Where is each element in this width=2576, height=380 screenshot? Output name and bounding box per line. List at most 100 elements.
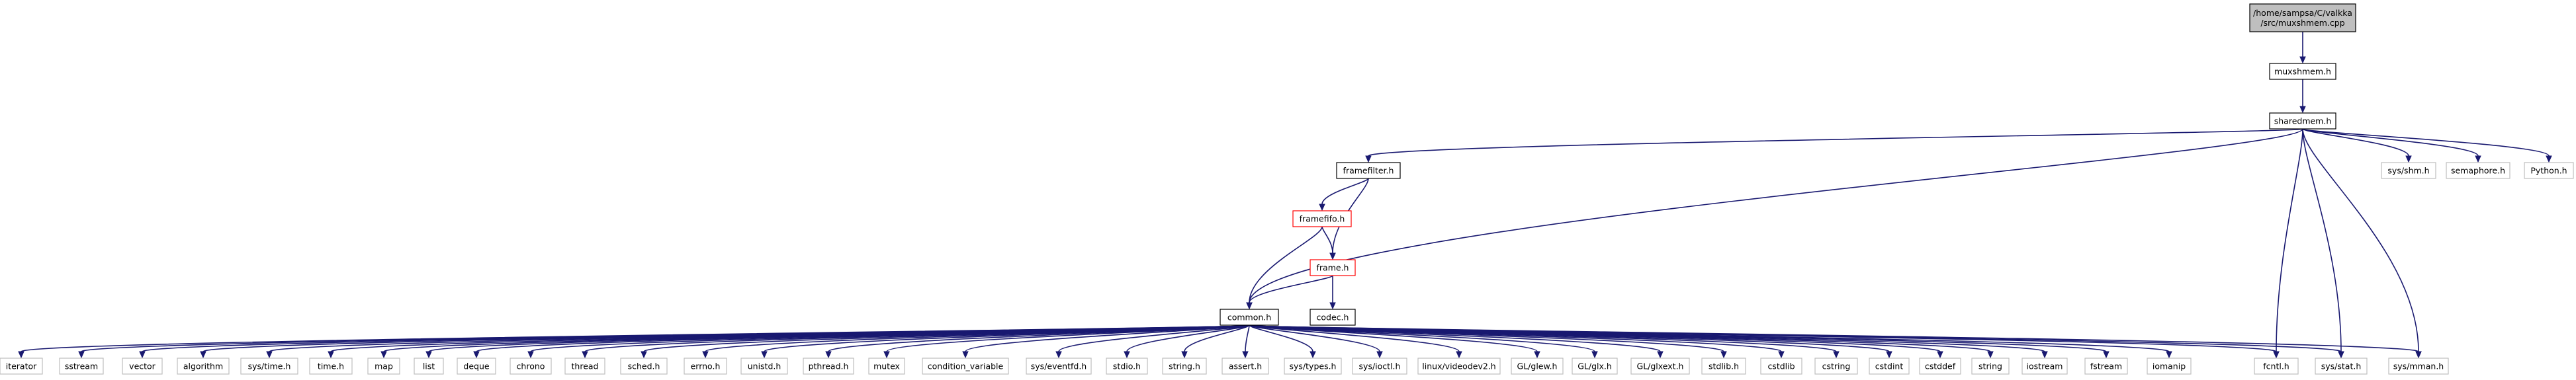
- node-gl-glew-h[interactable]: GL/glew.h: [1511, 358, 1564, 375]
- node-codec-h[interactable]: codec.h: [1310, 309, 1356, 326]
- node-sys-shm-h[interactable]: sys/shm.h: [2381, 162, 2436, 179]
- node-box: [740, 358, 788, 375]
- node-label: deque: [463, 361, 489, 371]
- node-time-h[interactable]: time.h: [309, 358, 353, 375]
- node-condition-variable[interactable]: condition_variable: [922, 358, 1009, 375]
- node-box: [2021, 358, 2068, 375]
- node-deque[interactable]: deque: [457, 358, 496, 375]
- arrowhead-icon: [2415, 351, 2422, 359]
- edge-common_h-to-sys_mman_h: [1249, 324, 2422, 359]
- node-box: [620, 358, 668, 375]
- node-cstddef[interactable]: cstddef: [1919, 358, 1961, 375]
- node-fcntl-h[interactable]: fcntl.h: [2254, 358, 2299, 375]
- node-box: [1106, 358, 1148, 375]
- node-box: [1026, 358, 1092, 375]
- node-linux-videodev2-h[interactable]: linux/videodev2.h: [1417, 358, 1501, 375]
- edge-layer: [18, 32, 2552, 359]
- node-python-h[interactable]: Python.h: [2524, 162, 2574, 179]
- arrowhead-icon: [1124, 351, 1130, 359]
- node-label: time.h: [318, 361, 344, 371]
- node-label: sstream: [65, 361, 98, 371]
- node-vector[interactable]: vector: [122, 358, 163, 375]
- node-iterator[interactable]: iterator: [0, 358, 43, 375]
- node-fstream[interactable]: fstream: [2084, 358, 2128, 375]
- node-label: /home/sampsa/C/valkka: [2253, 8, 2352, 18]
- node-common-h[interactable]: common.h: [1220, 309, 1279, 326]
- node-sstream[interactable]: sstream: [59, 358, 104, 375]
- node-label: semaphore.h: [2451, 166, 2505, 176]
- arrowhead-icon: [2299, 56, 2306, 64]
- node-assert-h[interactable]: assert.h: [1221, 358, 1269, 375]
- node-muxshmem-h[interactable]: muxshmem.h: [2269, 63, 2336, 80]
- node-label: iterator: [6, 361, 37, 371]
- node-cstring[interactable]: cstring: [1814, 358, 1858, 375]
- node-sched-h[interactable]: sched.h: [620, 358, 668, 375]
- node-chrono[interactable]: chrono: [510, 358, 552, 375]
- node-framefilter-h[interactable]: framefilter.h: [1336, 162, 1401, 179]
- node-box: [2249, 3, 2356, 32]
- node-errno-h[interactable]: errno.h: [684, 358, 727, 375]
- node-list[interactable]: list: [414, 358, 444, 375]
- arrowhead-icon: [962, 351, 969, 359]
- node-cstdlib[interactable]: cstdlib: [1760, 358, 1802, 375]
- arrowhead-icon: [1657, 351, 1664, 359]
- node-algorithm[interactable]: algorithm: [177, 358, 230, 375]
- node-box: [1760, 358, 1802, 375]
- node-framefifo-h[interactable]: framefifo.h: [1292, 210, 1352, 227]
- arrowhead-icon: [200, 351, 206, 359]
- node-sys-stat-h[interactable]: sys/stat.h: [2315, 358, 2368, 375]
- arrowhead-icon: [1720, 351, 1727, 359]
- node-stdlib-h[interactable]: stdlib.h: [1701, 358, 1746, 375]
- node-string-h[interactable]: string.h: [1162, 358, 1207, 375]
- node-sys-ioctl-h[interactable]: sys/ioctl.h: [1352, 358, 1407, 375]
- node-box: [59, 358, 104, 375]
- node-label: iostream: [2027, 361, 2063, 371]
- node-box: [1352, 358, 1407, 375]
- edge-common_h-to-string_h: [1181, 324, 1250, 359]
- node-box: [1869, 358, 1910, 375]
- node-label: algorithm: [183, 361, 223, 371]
- node-sys-mman-h[interactable]: sys/mman.h: [2388, 358, 2449, 375]
- node-sys-eventfd-h[interactable]: sys/eventfd.h: [1026, 358, 1092, 375]
- node-frame-h[interactable]: frame.h: [1310, 259, 1356, 276]
- node-label: muxshmem.h: [2274, 67, 2331, 77]
- node-box: [2524, 162, 2574, 179]
- arrowhead-icon: [1833, 351, 1840, 359]
- node-label: chrono: [517, 361, 545, 371]
- node-label: framefilter.h: [1343, 166, 1394, 176]
- node-sys-types-h[interactable]: sys/types.h: [1284, 358, 1342, 375]
- node-thread[interactable]: thread: [564, 358, 605, 375]
- node-sys-time-h[interactable]: sys/time.h: [240, 358, 298, 375]
- node-label: sched.h: [628, 361, 660, 371]
- node-box: [1336, 162, 1401, 179]
- node-string[interactable]: string: [1971, 358, 2010, 375]
- node-root[interactable]: /home/sampsa/C/valkka/src/muxshmem.cpp: [2249, 3, 2356, 32]
- node-mutex[interactable]: mutex: [868, 358, 905, 375]
- edge-sharedmem_h-to-sys_stat_h: [2302, 128, 2344, 359]
- node-map[interactable]: map: [367, 358, 400, 375]
- node-gl-glx-h[interactable]: GL/glx.h: [1572, 358, 1618, 375]
- arrowhead-icon: [1778, 351, 1785, 359]
- node-pthread-h[interactable]: pthread.h: [803, 358, 854, 375]
- node-stdio-h[interactable]: stdio.h: [1106, 358, 1148, 375]
- node-label: frame.h: [1317, 263, 1349, 273]
- arrowhead-icon: [425, 351, 432, 359]
- arrowhead-icon: [1310, 351, 1316, 359]
- node-label: cstddef: [1925, 361, 1956, 371]
- node-box: [309, 358, 353, 375]
- arrowhead-icon: [266, 351, 273, 359]
- node-label: assert.h: [1229, 361, 1262, 371]
- node-unistd-h[interactable]: unistd.h: [740, 358, 788, 375]
- node-sharedmem-h[interactable]: sharedmem.h: [2269, 112, 2336, 130]
- node-label: sys/eventfd.h: [1031, 361, 1087, 371]
- node-cstdint[interactable]: cstdint: [1869, 358, 1910, 375]
- node-gl-glxext-h[interactable]: GL/glxext.h: [1630, 358, 1690, 375]
- node-box: [684, 358, 727, 375]
- node-iostream[interactable]: iostream: [2021, 358, 2068, 375]
- node-box: [2315, 358, 2368, 375]
- node-label: sys/time.h: [248, 361, 291, 371]
- node-box: [2147, 358, 2192, 375]
- node-iomanip[interactable]: iomanip: [2147, 358, 2192, 375]
- node-semaphore-h[interactable]: semaphore.h: [2446, 162, 2510, 179]
- arrowhead-icon: [18, 351, 24, 359]
